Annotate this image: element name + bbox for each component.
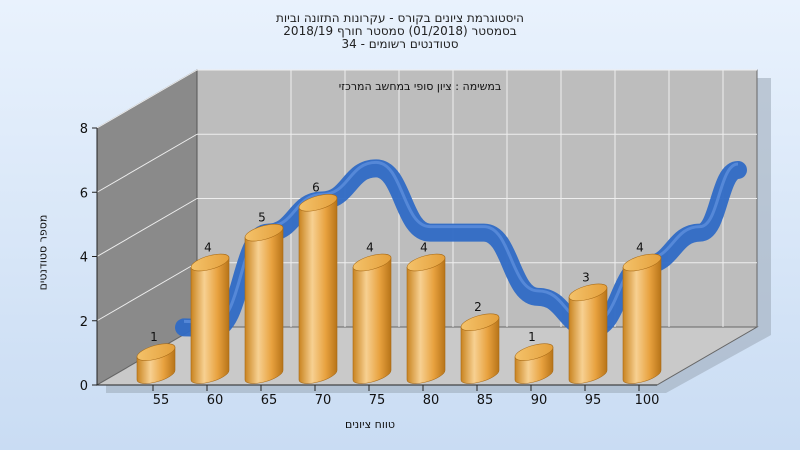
bar [460, 313, 500, 384]
bar-data-label: 1 [528, 330, 536, 344]
bar-data-label: 4 [366, 240, 374, 254]
bar-top [406, 253, 446, 272]
bar-top [460, 313, 500, 332]
bar [298, 193, 338, 384]
chart-subtitle: במשימה : ציון סופי במחשב המרכזי [338, 80, 502, 93]
y-tick-label: 6 [80, 186, 88, 201]
bar-data-label: 5 [258, 211, 266, 225]
bar-top [190, 253, 230, 272]
chart-title-semester: בסמסטר (01/2018) סמסטר חורף 2018/19 [283, 24, 517, 38]
bar [352, 253, 392, 384]
side-gridline [96, 198, 198, 257]
x-tick-label: 85 [477, 393, 494, 408]
bar [514, 343, 554, 384]
y-tick-label: 4 [80, 251, 88, 266]
y-tick-label: 0 [80, 379, 88, 394]
bar-data-label: 4 [204, 240, 212, 254]
x-tick-label: 65 [261, 393, 278, 408]
x-tick-label: 55 [153, 393, 170, 408]
bar-body [406, 257, 446, 384]
bar-body [190, 257, 230, 384]
bar-top [352, 253, 392, 272]
x-tick-label: 70 [315, 393, 332, 408]
bar-body [568, 287, 608, 384]
vgrid-layer [290, 70, 724, 327]
bar-data-label: 1 [150, 330, 158, 344]
chart-title-students: סטודנטים רשומים - 34 [341, 37, 459, 51]
y-axis-label: מספר סטודנטים [36, 214, 50, 291]
chart-title: היסטוגרמת ציונים בקורס - עקרונות התזונה … [275, 11, 524, 25]
labels-layer: 1 4 5 6 4 4 2 1 3 4 [150, 181, 644, 344]
bar [190, 253, 230, 384]
x-tick-label: 95 [585, 393, 602, 408]
bar-body [622, 257, 662, 384]
bar-data-label: 3 [582, 270, 590, 284]
bar-top [514, 343, 554, 361]
side-gridline [96, 133, 198, 193]
bar-top [298, 193, 338, 212]
bar-data-label: 2 [474, 300, 482, 314]
bars-layer [136, 193, 662, 384]
y-tick-label: 8 [80, 122, 88, 137]
bar-body [244, 227, 284, 384]
x-axis-label: טווח ציונים [345, 418, 395, 431]
chart-title-block: היסטוגרמת ציונים בקורס - עקרונות התזונה … [0, 12, 800, 51]
bar-top [244, 223, 284, 242]
bar-top [568, 283, 608, 302]
bar-data-label: 6 [312, 181, 320, 195]
x-tick-label: 100 [635, 393, 660, 408]
bar [568, 283, 608, 384]
y-ticks: 0 2 4 6 8 [80, 122, 97, 394]
side-gridline [96, 262, 198, 322]
x-tick-label: 75 [369, 393, 386, 408]
bar-body [460, 317, 500, 384]
bar [406, 253, 446, 384]
y-tick-label: 2 [80, 315, 88, 330]
bar-top [622, 253, 662, 272]
bar-data-label: 4 [420, 240, 428, 254]
bar [622, 253, 662, 384]
x-tick-label: 80 [423, 393, 440, 408]
bar-body [352, 257, 392, 384]
bar [244, 223, 284, 384]
x-tick-label: 90 [531, 393, 548, 408]
bar-body [298, 197, 338, 384]
x-tick-label: 60 [207, 393, 224, 408]
side-gridline [96, 69, 198, 129]
bar [136, 343, 176, 384]
bar-data-label: 4 [636, 240, 644, 254]
x-ticks: 55 60 65 70 75 80 85 90 95 100 [152, 385, 660, 408]
bar-top [136, 343, 176, 361]
